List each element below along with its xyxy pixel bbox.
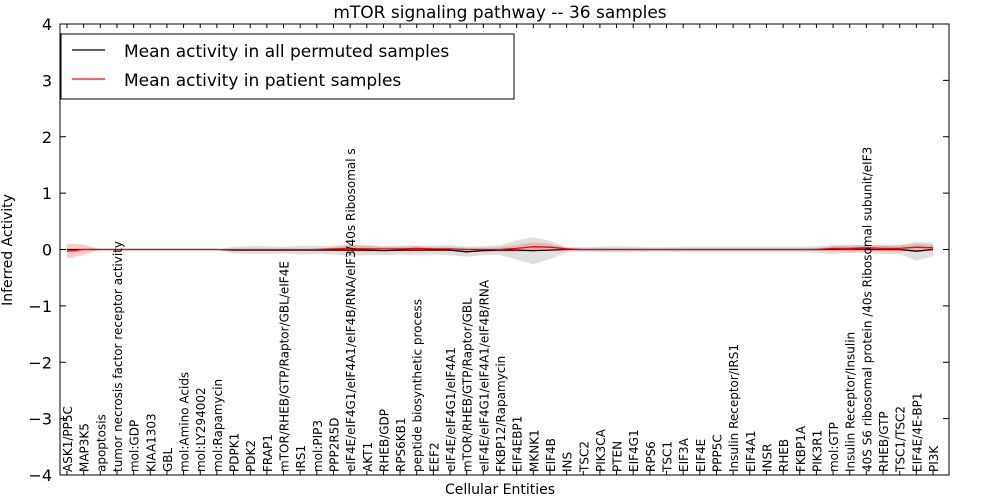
x-tick-label: EEF2 [427,442,441,472]
y-tick-label: 1 [42,184,52,203]
x-tick-label: eIF4E/eIF4G1/eIF4A1 [444,347,458,472]
y-axis: −4 −3 −2 −1 0 1 2 3 4 [28,15,949,485]
x-tick-label: RPS6 [644,441,658,472]
x-tick-label: PDPK1 [228,433,242,472]
x-tick-label: mol:GTP [827,422,841,472]
legend-label-permuted: Mean activity in all permuted samples [124,42,449,62]
x-tick-label: RHEB [777,439,791,472]
x-tick-label: peptide biosynthetic process [411,299,425,472]
x-tick-label: EIF4E [694,439,708,472]
x-tick-label: PIK3CA [594,428,608,472]
x-tick-label: EIF4EBP1 [511,416,525,472]
y-tick-label: 0 [42,241,52,260]
y-tick-label: −4 [28,466,52,485]
x-axis: ASK1/PP5C MAP3K5 apoptosis tumor necrosis f… [61,24,941,475]
x-tick-label: MKNK1 [527,429,541,472]
x-tick-label: FRAP1 [261,434,275,472]
x-tick-label: INS [561,452,575,472]
x-tick-label: INSR [760,444,774,472]
x-tick-label: GBL [161,447,175,472]
series-lines [66,246,934,253]
line-series-1 [66,246,934,252]
x-tick-label: mol:PIP3 [311,420,325,472]
x-tick-label: PPP5C [711,434,725,472]
y-tick-label: −3 [28,410,52,429]
x-tick-label: RHEB/GDP [377,409,391,472]
x-tick-label: PDK2 [244,440,258,472]
x-tick-label: EIF4A1 [744,430,758,472]
x-tick-label: RPS6KB1 [394,417,408,472]
y-tick-label: 2 [42,128,52,147]
x-tick-label: apoptosis [94,414,108,472]
x-tick-label: tumor necrosis factor receptor activity [111,241,125,472]
legend: Mean activity in all permuted samples Me… [60,33,515,100]
legend-label-patient: Mean activity in patient samples [124,71,401,91]
x-tick-label: mTOR/RHEB/GTP/Raptor/GBL/eIF4E [278,261,292,472]
y-tick-label: −2 [28,353,52,372]
x-tick-label: eIF4E/eIF4G1/eIF4A1/eIF4B/RNA/eIF3/40s R… [344,148,358,472]
x-tick-label: mTOR/RHEB/GTP/Raptor/GBL [461,298,475,472]
x-tick-label: PTEN [611,441,625,472]
x-tick-label: mol:LY294002 [194,387,208,472]
x-tick-label: mol:Amino Acids [178,372,192,472]
x-tick-label: TSC1 [661,441,675,473]
y-tick-label: −1 [28,297,52,316]
x-tick-label: Insulin Receptor/Insulin [844,332,858,472]
x-tick-label: FKBP12/Rapamycin [494,356,508,472]
x-tick-label: PI3K [927,445,941,472]
x-tick-label: EIF3A [677,437,691,472]
x-tick-label: TSC1/TSC2 [894,406,908,473]
x-tick-label: FKBP1A [794,425,808,472]
x-tick-label: EIF4B [544,438,558,472]
x-tick-label: AKT1 [361,442,375,472]
x-tick-label: IRS1 [294,445,308,472]
x-tick-label: RHEB/GTP [877,411,891,472]
y-tick-label: 4 [42,15,52,34]
x-axis-label: Cellular Entities [445,482,555,498]
x-tick-label: PPP2R5D [327,417,341,472]
x-tick-label: MAP3K5 [78,423,92,472]
x-tick-label: KIAA1303 [144,413,158,472]
x-tick-label: ASK1/PP5C [61,406,75,472]
y-tick-label: 3 [42,71,52,90]
x-tick-label: mol:Rapamycin [211,379,225,472]
y-axis-label: Inferred Activity [0,194,16,306]
x-tick-label: EIF4E/4E-BP1 [910,392,924,472]
x-tick-label: PIK3R1 [810,430,824,472]
x-tick-label: 40S S6 ribosomal protein /40s Ribosomal … [860,147,874,472]
x-tick-label: Insulin Receptor/IRS1 [727,344,741,472]
x-tick-label: TSC2 [577,441,591,473]
x-tick-label: eIF4E/eIF4G1/eIF4A1/eIF4B/RNA [477,279,491,472]
x-tick-label: EIF4G1 [627,429,641,472]
x-tick-label: mol:GDP [128,420,142,472]
chart-title: mTOR signaling pathway -- 36 samples [333,3,666,23]
legend-box [60,33,515,100]
